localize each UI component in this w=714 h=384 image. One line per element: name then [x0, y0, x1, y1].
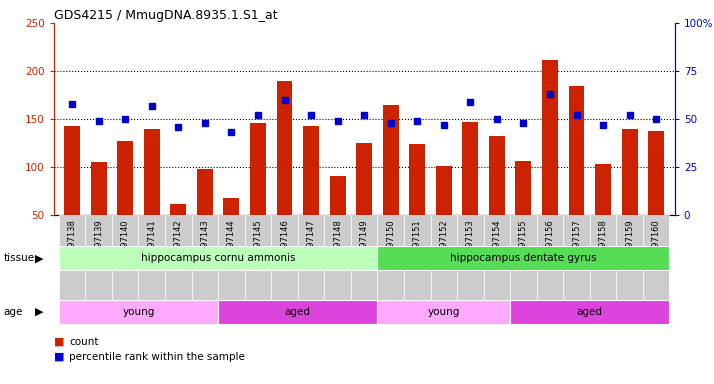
Bar: [59, 215, 86, 300]
Bar: [91, 162, 106, 215]
Bar: [250, 123, 266, 215]
Text: percentile rank within the sample: percentile rank within the sample: [69, 352, 245, 362]
Text: GSM297153: GSM297153: [466, 219, 475, 270]
Bar: [457, 215, 483, 300]
Text: GSM297158: GSM297158: [598, 219, 608, 270]
Text: GSM297138: GSM297138: [68, 219, 76, 270]
Text: GSM297150: GSM297150: [386, 219, 395, 270]
Text: GSM297146: GSM297146: [280, 219, 289, 270]
Text: ▶: ▶: [35, 253, 44, 263]
Bar: [171, 204, 186, 215]
Text: young: young: [122, 307, 155, 317]
Bar: [112, 215, 139, 300]
Bar: [409, 144, 426, 215]
Bar: [483, 215, 510, 300]
Bar: [245, 215, 271, 300]
Bar: [218, 300, 378, 324]
Bar: [117, 141, 134, 215]
Bar: [436, 166, 452, 215]
Bar: [431, 215, 457, 300]
Bar: [648, 131, 664, 215]
Text: hippocampus dentate gyrus: hippocampus dentate gyrus: [450, 253, 597, 263]
Text: GSM297155: GSM297155: [519, 219, 528, 270]
Text: ■: ■: [54, 337, 64, 347]
Text: GSM297160: GSM297160: [652, 219, 660, 270]
Text: ▶: ▶: [35, 307, 44, 317]
Text: GSM297152: GSM297152: [439, 219, 448, 270]
Bar: [622, 129, 638, 215]
Bar: [510, 300, 670, 324]
Text: ■: ■: [54, 352, 64, 362]
Text: GSM297159: GSM297159: [625, 219, 634, 270]
Bar: [165, 215, 191, 300]
Bar: [510, 215, 537, 300]
Bar: [378, 300, 510, 324]
Text: GDS4215 / MmugDNA.8935.1.S1_at: GDS4215 / MmugDNA.8935.1.S1_at: [54, 9, 277, 22]
Text: GSM297142: GSM297142: [174, 219, 183, 270]
Bar: [223, 198, 239, 215]
Bar: [139, 215, 165, 300]
Text: GSM297144: GSM297144: [227, 219, 236, 270]
Bar: [542, 60, 558, 215]
Bar: [59, 300, 218, 324]
Bar: [86, 215, 112, 300]
Text: young: young: [428, 307, 460, 317]
Text: tissue: tissue: [4, 253, 35, 263]
Text: GSM297157: GSM297157: [572, 219, 581, 270]
Text: aged: aged: [577, 307, 603, 317]
Text: hippocampus cornu ammonis: hippocampus cornu ammonis: [141, 253, 296, 263]
Bar: [330, 176, 346, 215]
Text: GSM297145: GSM297145: [253, 219, 263, 270]
Text: GSM297148: GSM297148: [333, 219, 342, 270]
Bar: [218, 215, 245, 300]
Bar: [271, 215, 298, 300]
Bar: [356, 143, 372, 215]
Bar: [59, 246, 378, 270]
Bar: [616, 215, 643, 300]
Bar: [298, 215, 324, 300]
Text: GSM297151: GSM297151: [413, 219, 422, 270]
Text: GSM297141: GSM297141: [147, 219, 156, 270]
Text: GSM297140: GSM297140: [121, 219, 130, 270]
Bar: [516, 161, 531, 215]
Bar: [404, 215, 431, 300]
Bar: [276, 81, 293, 215]
Text: GSM297156: GSM297156: [545, 219, 555, 270]
Text: GSM297149: GSM297149: [360, 219, 368, 270]
Bar: [595, 164, 611, 215]
Bar: [463, 122, 478, 215]
Bar: [590, 215, 616, 300]
Bar: [64, 126, 80, 215]
Text: GSM297154: GSM297154: [493, 219, 501, 270]
Text: count: count: [69, 337, 99, 347]
Bar: [537, 215, 563, 300]
Bar: [351, 215, 378, 300]
Text: GSM297147: GSM297147: [306, 219, 316, 270]
Bar: [324, 215, 351, 300]
Bar: [378, 246, 670, 270]
Bar: [197, 169, 213, 215]
Bar: [378, 215, 404, 300]
Bar: [643, 215, 670, 300]
Bar: [383, 104, 398, 215]
Bar: [563, 215, 590, 300]
Text: GSM297139: GSM297139: [94, 219, 104, 270]
Bar: [568, 86, 585, 215]
Bar: [489, 136, 505, 215]
Bar: [303, 126, 319, 215]
Bar: [144, 129, 160, 215]
Text: age: age: [4, 307, 23, 317]
Bar: [191, 215, 218, 300]
Text: GSM297143: GSM297143: [201, 219, 209, 270]
Text: aged: aged: [285, 307, 311, 317]
